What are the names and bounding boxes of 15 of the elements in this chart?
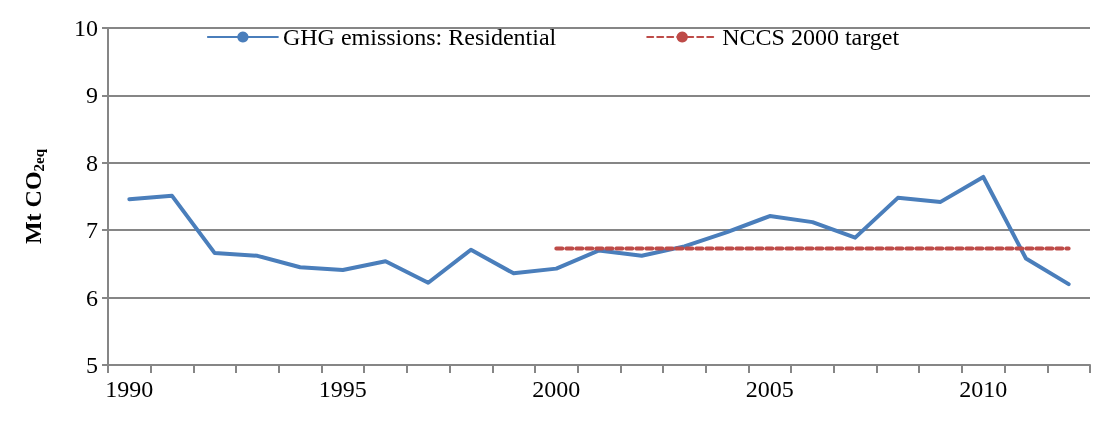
- y-tick-label: 8: [86, 149, 98, 176]
- y-tick-label: 7: [86, 217, 98, 244]
- line-series: [127, 174, 1071, 287]
- x-tick-label: 1990: [105, 376, 154, 402]
- x-tick-label: 2005: [745, 376, 794, 402]
- legend-label: NCCS 2000 target: [722, 24, 900, 50]
- x-tick-label: 1995: [318, 376, 367, 402]
- y-tick-label: 5: [86, 352, 98, 378]
- y-axis-title: Mt CO2eq: [19, 148, 47, 245]
- legend-label: GHG emissions: Residential: [282, 24, 557, 50]
- x-tick-label: 2000: [532, 376, 581, 402]
- y-tick-label: 10: [74, 15, 98, 41]
- y-tick-label: 9: [86, 82, 98, 109]
- x-tick-label: 2010: [959, 376, 1008, 402]
- y-tick-label: 6: [86, 284, 98, 311]
